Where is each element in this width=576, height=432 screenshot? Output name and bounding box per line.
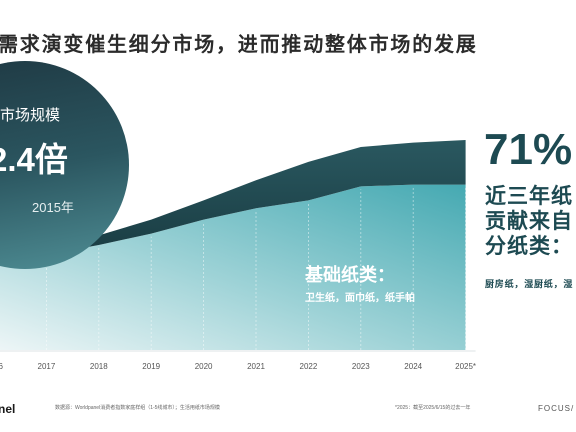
x-tick-label: 2021 (247, 362, 265, 371)
callout-text: 近三年纸 贡献来自 分纸类： (485, 184, 576, 259)
x-tick-label: 2020 (195, 362, 213, 371)
callout-items: 厨房纸，湿厨纸，湿 (485, 279, 574, 289)
area-base-series (0, 184, 466, 350)
badge-value: 2.4倍 (0, 141, 68, 178)
x-tick-label: 2016 (0, 362, 3, 371)
footnote: *2025：截至2025/6/15的过去一年 (395, 405, 471, 411)
badge-label: 市场规模 (0, 107, 61, 124)
series-label-base: 基础纸类： (305, 265, 395, 285)
source-note: 数据源：Worldpanel消费者指数家庭样组（1-5线城市）；生活用纸市场规模 (55, 405, 220, 411)
x-tick-label: 2017 (38, 362, 56, 371)
badge-note: 2015年 (32, 200, 74, 215)
callout-line: 贡献来自 (485, 210, 573, 233)
x-tick-label: 2024 (404, 362, 422, 371)
x-tick-label: 2018 (90, 362, 108, 371)
plot-area: 2016 2017 2018 2019 2020 2021 2022 2023 2024 2025… (0, 140, 476, 371)
callout-line: 分纸类： (485, 235, 573, 258)
area-segment-series (0, 140, 466, 264)
x-tick-label: 2023 (352, 362, 370, 371)
page-title: 需求演变催生细分市场，进而推动整体市场的发展 (0, 34, 478, 56)
brand-logo: nel (0, 402, 16, 416)
series-items-base: 卫生纸，面巾纸，纸手帕 (305, 293, 415, 304)
x-tick-label: 2025* (455, 362, 476, 371)
x-tick-label: 2022 (300, 362, 318, 371)
brand-tagline: FOCUS/ (538, 404, 575, 413)
x-tick-label: 2019 (142, 362, 160, 371)
callout-percentage: 71% (484, 126, 573, 174)
callout-line: 近三年纸 (485, 185, 573, 208)
